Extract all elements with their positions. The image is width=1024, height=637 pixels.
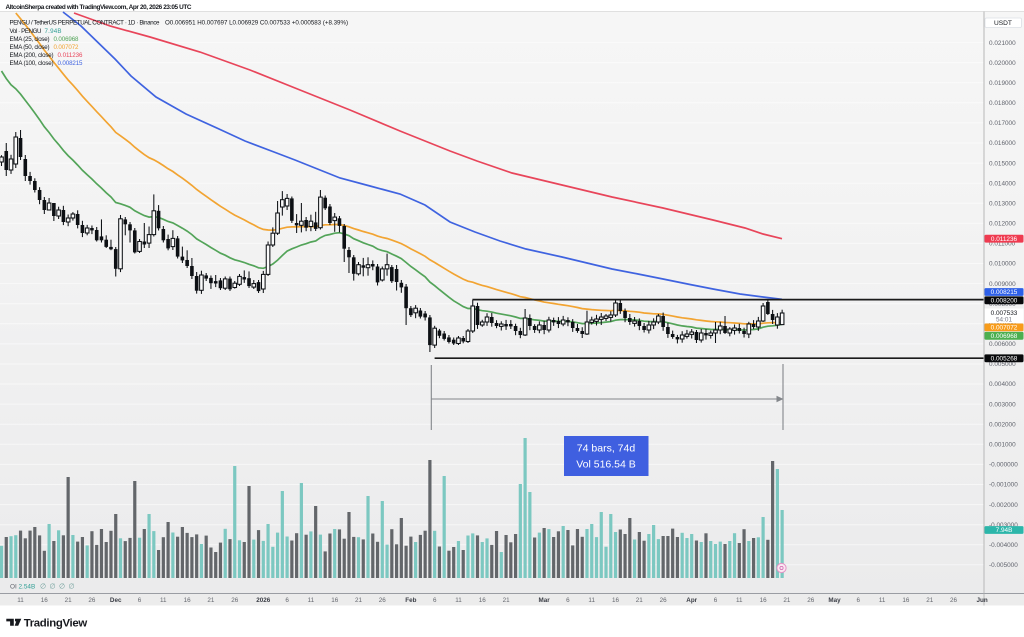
svg-text:54:01: 54:01 (996, 317, 1012, 324)
svg-text:0.021000: 0.021000 (989, 40, 1016, 47)
svg-text:-0.001000: -0.001000 (989, 482, 1018, 489)
svg-text:0.007072: 0.007072 (991, 325, 1018, 332)
svg-text:11: 11 (160, 597, 167, 604)
svg-text:-0.005000: -0.005000 (989, 562, 1018, 569)
svg-text:EMA (100, close): EMA (100, close) (10, 60, 54, 67)
svg-text:26: 26 (88, 597, 96, 604)
svg-text:0.008200: 0.008200 (991, 298, 1018, 305)
svg-text:26: 26 (660, 597, 668, 604)
svg-text:-0.003000: -0.003000 (989, 522, 1018, 529)
svg-text:0.013000: 0.013000 (989, 201, 1016, 208)
svg-text:74 bars, 74d: 74 bars, 74d (577, 443, 636, 455)
svg-text:6: 6 (433, 597, 437, 604)
svg-text:0.003000: 0.003000 (989, 401, 1016, 408)
svg-text:2026: 2026 (256, 597, 271, 604)
svg-text:-0.002000: -0.002000 (989, 502, 1018, 509)
svg-text:0.001000: 0.001000 (989, 442, 1016, 449)
svg-text:-0.004000: -0.004000 (989, 542, 1018, 549)
svg-text:AltcoinSherpa created with Tra: AltcoinSherpa created with TradingView.c… (6, 4, 192, 11)
svg-text:EMA (25, close): EMA (25, close) (10, 36, 50, 43)
svg-text:6: 6 (566, 597, 570, 604)
svg-text:May: May (828, 597, 841, 604)
svg-text:0.004000: 0.004000 (989, 381, 1016, 388)
svg-text:0.011000: 0.011000 (989, 241, 1016, 248)
svg-text:0.018000: 0.018000 (989, 100, 1016, 107)
svg-text:6: 6 (138, 597, 142, 604)
svg-text:0.006968: 0.006968 (991, 333, 1018, 340)
svg-text:6: 6 (285, 597, 289, 604)
svg-text:0.007072: 0.007072 (54, 44, 80, 51)
svg-text:26: 26 (950, 597, 958, 604)
svg-text:0.010000: 0.010000 (989, 261, 1016, 268)
svg-text:0.008215: 0.008215 (58, 60, 84, 67)
svg-text:7.94B: 7.94B (45, 28, 62, 35)
svg-text:O0.006951 H0.007697 L0.006929: O0.006951 H0.007697 L0.006929 C0.007533 … (165, 20, 348, 27)
svg-text:0.006000: 0.006000 (989, 341, 1016, 348)
svg-text:0.011236: 0.011236 (58, 52, 84, 59)
svg-text:16: 16 (331, 597, 339, 604)
svg-text:26: 26 (379, 597, 387, 604)
svg-text:Apr: Apr (686, 597, 697, 604)
svg-text:21: 21 (207, 597, 215, 604)
svg-text:11: 11 (588, 597, 595, 604)
svg-text:USDT: USDT (994, 20, 1012, 27)
svg-text:Jun: Jun (976, 597, 987, 604)
svg-text:0.017000: 0.017000 (989, 120, 1016, 127)
svg-text:26: 26 (807, 597, 815, 604)
svg-text:21: 21 (783, 597, 791, 604)
svg-text:Feb: Feb (405, 597, 416, 604)
svg-text:21: 21 (355, 597, 363, 604)
svg-text:11: 11 (455, 597, 462, 604)
svg-text:2.54B: 2.54B (19, 584, 36, 591)
svg-text:0.005000: 0.005000 (989, 361, 1016, 368)
svg-text:0.005268: 0.005268 (991, 356, 1018, 363)
svg-text:16: 16 (760, 597, 768, 604)
svg-text:PENGU / TetherUS PERPETUAL CON: PENGU / TetherUS PERPETUAL CONTRACT · 1D… (10, 20, 161, 27)
svg-text:21: 21 (503, 597, 511, 604)
svg-text:26: 26 (231, 597, 239, 604)
svg-text:Vol 516.54 B: Vol 516.54 B (576, 459, 636, 471)
svg-text:21: 21 (926, 597, 934, 604)
svg-text:16: 16 (184, 597, 192, 604)
svg-text:0.020000: 0.020000 (989, 60, 1016, 67)
svg-text:TradingView: TradingView (24, 617, 88, 629)
svg-text:0.009000: 0.009000 (989, 281, 1016, 288)
svg-text:Mar: Mar (538, 597, 550, 604)
svg-text:EMA (200, close): EMA (200, close) (10, 52, 54, 59)
svg-text:11: 11 (736, 597, 743, 604)
svg-text:0.011236: 0.011236 (991, 236, 1018, 243)
svg-text:16: 16 (612, 597, 620, 604)
svg-text:0.006968: 0.006968 (54, 36, 80, 43)
svg-text:Dec: Dec (110, 597, 122, 604)
svg-text:0.016000: 0.016000 (989, 140, 1016, 147)
svg-text:11: 11 (17, 597, 24, 604)
svg-text:OI: OI (10, 584, 17, 591)
svg-text:6: 6 (857, 597, 861, 604)
svg-text:21: 21 (636, 597, 644, 604)
svg-text:11: 11 (308, 597, 315, 604)
svg-text:16: 16 (479, 597, 487, 604)
svg-text:21: 21 (65, 597, 73, 604)
svg-text:Vol · PENGU: Vol · PENGU (10, 28, 42, 35)
svg-text:16: 16 (902, 597, 910, 604)
svg-text:0.008000: 0.008000 (989, 301, 1016, 308)
svg-text:0.007533: 0.007533 (991, 310, 1018, 317)
svg-text:∅∅∅∅: ∅∅∅∅ (40, 584, 78, 591)
svg-text:11: 11 (879, 597, 886, 604)
svg-text:0.012000: 0.012000 (989, 221, 1016, 228)
svg-text:0.008215: 0.008215 (991, 289, 1018, 296)
svg-text:0.015000: 0.015000 (989, 160, 1016, 167)
svg-text:EMA (50, close): EMA (50, close) (10, 44, 50, 51)
svg-text:0.002000: 0.002000 (989, 421, 1016, 428)
svg-text:16: 16 (41, 597, 49, 604)
svg-text:7.94B: 7.94B (996, 527, 1013, 534)
svg-text:0.019000: 0.019000 (989, 80, 1016, 87)
svg-text:-0.000000: -0.000000 (989, 462, 1018, 469)
svg-text:6: 6 (714, 597, 718, 604)
svg-text:0.014000: 0.014000 (989, 180, 1016, 187)
